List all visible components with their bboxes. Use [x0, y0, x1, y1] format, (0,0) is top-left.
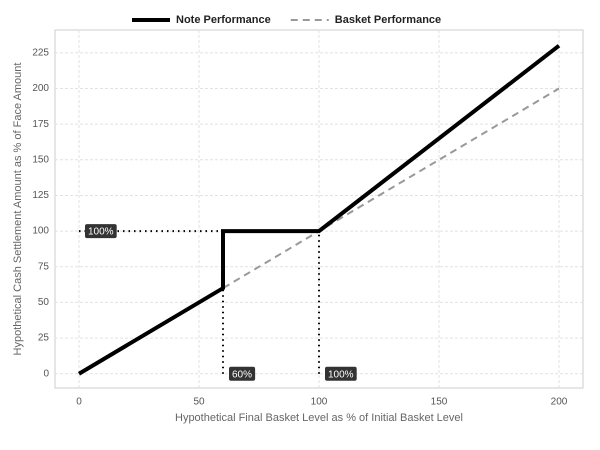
series-line — [77, 44, 561, 376]
annotation-box — [229, 366, 256, 381]
y-tick-label: 100 — [32, 226, 49, 237]
annotation-box — [85, 224, 117, 239]
legend-label: Basket Performance — [335, 14, 441, 26]
x-tick-label: 50 — [193, 397, 205, 408]
y-tick-label: 200 — [32, 83, 49, 94]
y-axis-title: Hypothetical Cash Settlement Amount as %… — [12, 63, 24, 356]
annotation: 100% — [88, 227, 114, 238]
x-tick-label: 100 — [311, 397, 328, 408]
y-tick-label: 50 — [38, 297, 50, 308]
y-tick-label: 225 — [32, 47, 49, 58]
y-tick-label: 0 — [43, 368, 49, 379]
x-tick-label: 0 — [76, 397, 82, 408]
legend-label: Note Performance — [176, 14, 271, 26]
y-tick-label: 25 — [38, 333, 50, 344]
x-tick-label: 150 — [431, 397, 448, 408]
y-tick-label: 150 — [32, 154, 49, 165]
annotation: 100% — [328, 369, 354, 380]
y-tick-label: 175 — [32, 119, 49, 130]
y-tick-label: 75 — [38, 261, 50, 272]
x-tick-label: 200 — [551, 397, 568, 408]
annotation: 60% — [232, 369, 252, 380]
annotation-box — [325, 366, 357, 381]
y-tick-label: 125 — [32, 190, 49, 201]
x-axis-title: Hypothetical Final Basket Level as % of … — [175, 412, 463, 424]
